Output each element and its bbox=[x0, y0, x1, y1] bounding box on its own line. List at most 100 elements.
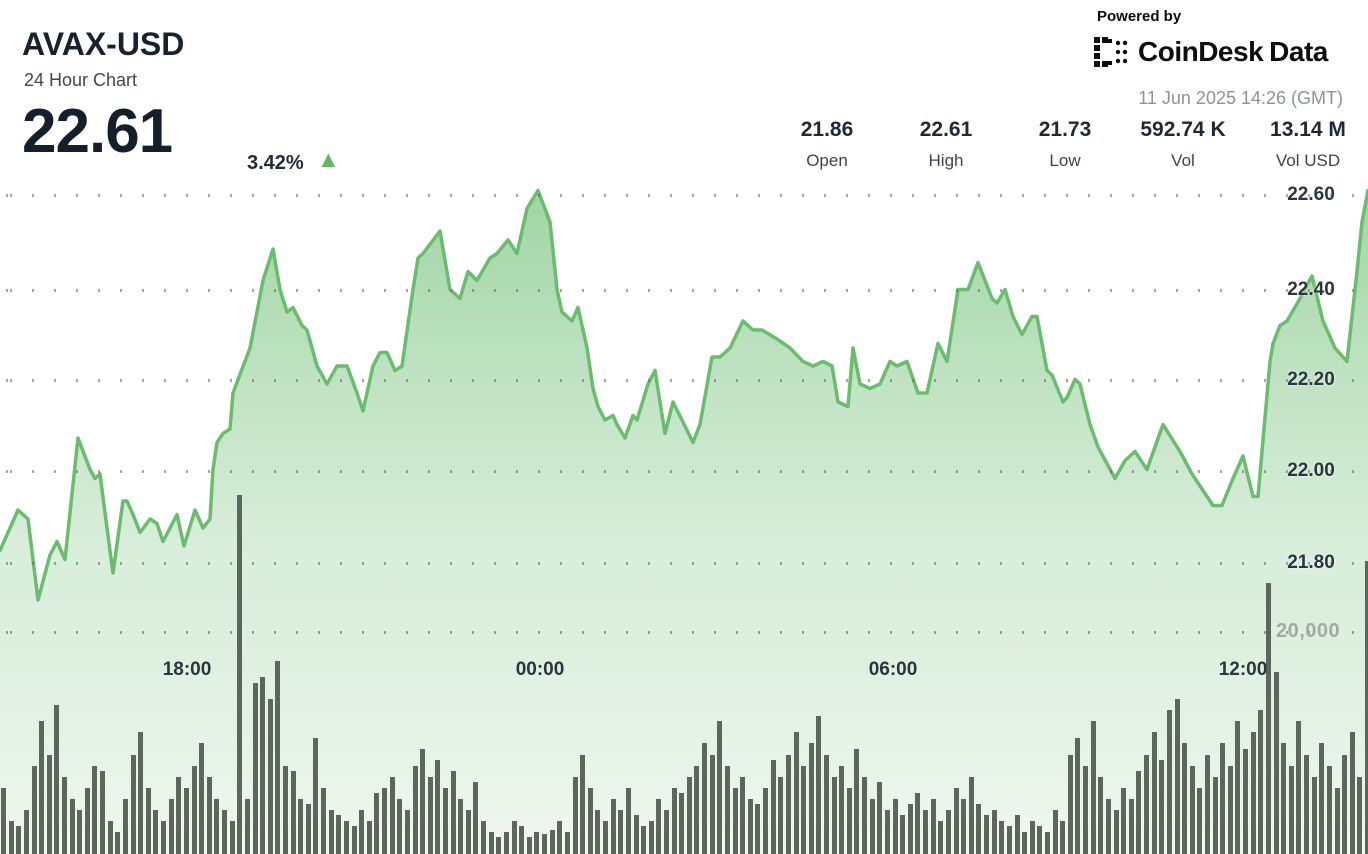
volume-bar bbox=[237, 495, 243, 854]
volume-bar bbox=[709, 755, 715, 854]
volume-bar bbox=[930, 799, 936, 854]
price-axis-label: 21.80 bbox=[1287, 552, 1335, 573]
volume-bar bbox=[1052, 810, 1058, 854]
volume-bar bbox=[16, 826, 22, 854]
dotted-gridline bbox=[0, 562, 1368, 565]
volume-bar bbox=[435, 760, 441, 854]
volume-bar bbox=[39, 721, 45, 854]
time-axis-label: 06:00 bbox=[868, 659, 918, 680]
volume-bar bbox=[991, 810, 997, 854]
volume-bar bbox=[122, 799, 128, 854]
volume-bar bbox=[282, 766, 288, 854]
volume-bar bbox=[1067, 755, 1073, 854]
price-line bbox=[0, 188, 1368, 602]
volume-bar bbox=[747, 799, 753, 854]
volume-bar bbox=[763, 788, 768, 854]
volume-bar bbox=[191, 766, 197, 854]
volume-bar bbox=[168, 799, 174, 854]
stat-open-label: Open bbox=[806, 151, 848, 170]
volume-bar bbox=[1265, 583, 1271, 854]
volume-bar bbox=[206, 777, 212, 854]
volume-bar bbox=[976, 804, 982, 854]
volume-bar bbox=[222, 810, 227, 854]
stat-low-label: Low bbox=[1049, 151, 1081, 170]
time-axis-label: 00:00 bbox=[515, 659, 565, 680]
volume-bar bbox=[1, 788, 6, 854]
volume-bar bbox=[54, 705, 60, 854]
volume-bar bbox=[176, 777, 182, 854]
volume-bar bbox=[389, 777, 395, 854]
price-axis-label: 22.40 bbox=[1287, 279, 1335, 300]
dotted-gridline bbox=[0, 631, 1368, 634]
stat-vol-usd-label: Vol USD bbox=[1275, 151, 1341, 170]
volume-bar bbox=[1189, 766, 1195, 854]
brand-secondary: Data bbox=[1269, 36, 1328, 67]
volume-bar bbox=[473, 782, 479, 854]
volume-bar bbox=[458, 799, 464, 854]
volume-bar bbox=[1144, 755, 1149, 854]
last-price: 22.61 bbox=[22, 97, 173, 166]
volume-bar bbox=[267, 699, 273, 854]
stat-vol: 592.74 K Vol bbox=[1118, 118, 1248, 171]
volume-bar bbox=[808, 743, 814, 854]
volume-bar bbox=[968, 777, 974, 854]
volume-bar bbox=[633, 815, 639, 854]
volume-bar bbox=[481, 821, 487, 854]
volume-bar bbox=[1022, 832, 1028, 854]
volume-bar bbox=[214, 799, 220, 854]
stat-high-value: 22.61 bbox=[919, 118, 973, 141]
volume-bar bbox=[984, 815, 989, 854]
volume-bar bbox=[1121, 788, 1127, 854]
volume-bar bbox=[77, 810, 83, 854]
volume-bar bbox=[724, 766, 730, 854]
volume-bar bbox=[1220, 743, 1226, 854]
volume-bar bbox=[625, 788, 631, 854]
volume-bar bbox=[603, 821, 608, 854]
volume-bar bbox=[503, 832, 509, 854]
dotted-gridline bbox=[0, 289, 1368, 292]
volume-bar bbox=[46, 755, 52, 854]
volume-bar bbox=[130, 755, 136, 854]
stat-vol-value: 592.74 K bbox=[1140, 118, 1226, 141]
volume-bar bbox=[1250, 732, 1256, 854]
volume-bar bbox=[938, 821, 944, 854]
volume-bar bbox=[1174, 699, 1180, 854]
volume-bar bbox=[153, 810, 159, 854]
volume-bar bbox=[610, 799, 616, 854]
volume-bar bbox=[854, 749, 860, 854]
volume-bar bbox=[671, 788, 677, 854]
volume-bar bbox=[564, 832, 570, 854]
volume-bar bbox=[1060, 821, 1066, 854]
volume-bar bbox=[740, 777, 746, 854]
volume-bar bbox=[1182, 743, 1188, 854]
volume-bar bbox=[580, 755, 586, 854]
stat-vol-usd-value: 13.14 M bbox=[1270, 118, 1346, 141]
volume-bar bbox=[519, 826, 525, 854]
volume-bar bbox=[8, 821, 14, 854]
volume-bar bbox=[1334, 788, 1340, 854]
volume-bar bbox=[420, 749, 426, 854]
volume-bar bbox=[793, 732, 799, 854]
volume-bar bbox=[465, 810, 471, 854]
volume-bar bbox=[275, 661, 281, 854]
volume-bar bbox=[374, 793, 380, 854]
volume-bar bbox=[100, 771, 106, 854]
price-axis-label: 22.00 bbox=[1287, 460, 1335, 481]
volume-bar bbox=[1105, 799, 1111, 854]
volume-bar bbox=[1090, 721, 1096, 854]
volume-bar bbox=[1029, 821, 1035, 854]
volume-bar bbox=[343, 821, 349, 854]
stat-low: 21.73 Low bbox=[1000, 118, 1130, 171]
volume-bar bbox=[252, 683, 258, 854]
volume-bar bbox=[877, 782, 883, 854]
volume-bar bbox=[450, 771, 456, 854]
volume-bar bbox=[1243, 749, 1249, 854]
volume-bar bbox=[770, 760, 776, 854]
volume-bar bbox=[1128, 799, 1134, 854]
price-axis-label: 22.60 bbox=[1287, 184, 1335, 205]
volume-bar bbox=[846, 788, 852, 854]
volume-bar bbox=[1349, 732, 1355, 854]
volume-bar bbox=[641, 826, 647, 854]
volume-bar bbox=[397, 799, 403, 854]
